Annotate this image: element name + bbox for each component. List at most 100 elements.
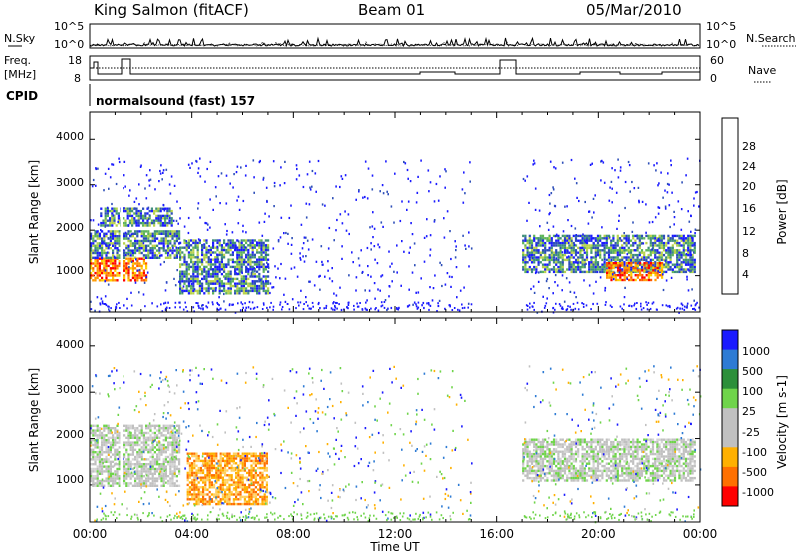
echo-cell (656, 249, 659, 252)
echo-point (279, 303, 281, 306)
echo-point (588, 210, 591, 213)
echo-cell (127, 230, 130, 233)
echo-cell (253, 287, 256, 290)
echo-cell (579, 256, 582, 259)
echo-cell (246, 454, 249, 458)
echo-cell (671, 234, 674, 238)
echo-cell (581, 270, 584, 274)
echo-cell (625, 234, 628, 238)
echo-point (367, 274, 369, 277)
echo-cell (555, 239, 558, 242)
echo-cell (116, 477, 119, 480)
echo-point (399, 219, 402, 223)
echo-point (115, 306, 118, 309)
echo-point (444, 307, 446, 310)
echo-cell (662, 241, 666, 245)
echo-point (668, 304, 671, 307)
echo-cell (627, 239, 630, 242)
echo-cell (225, 292, 228, 295)
echo-cell (572, 244, 575, 247)
echo-cell (96, 264, 99, 268)
echo-cell (169, 232, 172, 235)
echo-cell (248, 469, 251, 472)
echo-cell (118, 460, 121, 463)
echo-cell (98, 482, 101, 485)
echo-cell (236, 256, 239, 259)
echo-cell (240, 275, 243, 278)
echo-cell (583, 258, 586, 262)
echo-cell (574, 237, 578, 240)
echo-cell (232, 481, 235, 484)
echo-cell (206, 459, 209, 463)
echo-cell (225, 275, 228, 278)
echo-cell (118, 264, 121, 268)
echo-cell (201, 248, 204, 252)
echo-cell (131, 453, 134, 456)
echo-cell (678, 265, 681, 269)
echo-point (251, 301, 254, 304)
echo-cell (209, 272, 212, 276)
echo-cell (246, 457, 249, 460)
echo-cell (127, 276, 130, 280)
echo-cell (585, 244, 589, 247)
echo-point (288, 308, 291, 311)
echo-point (90, 300, 92, 303)
echo-cell (218, 239, 221, 242)
echo-cell (151, 482, 154, 485)
echo-cell (112, 264, 115, 268)
echo-point (215, 286, 217, 290)
echo-cell (212, 282, 215, 285)
echo-cell (229, 244, 232, 247)
echo-cell (160, 484, 163, 487)
echo-cell (636, 261, 639, 264)
echo-cell (629, 244, 633, 247)
echo-cell (164, 424, 167, 427)
echo-cell (114, 235, 117, 238)
echo-point (398, 306, 400, 309)
echo-point (225, 233, 228, 236)
echo-cell (101, 276, 104, 280)
echo-cell (234, 289, 237, 293)
echo-point (218, 304, 220, 307)
echo-cell (103, 436, 106, 439)
echo-cell (583, 251, 586, 254)
echo-cell (632, 237, 635, 240)
echo-cell (109, 460, 112, 463)
echo-cell (109, 259, 112, 263)
echo-cell (616, 258, 619, 262)
echo-cell (107, 424, 110, 427)
echo-cell (264, 280, 267, 283)
echo-cell (680, 270, 683, 274)
echo-cell (256, 270, 259, 273)
echo-cell (691, 239, 694, 242)
echo-point (618, 271, 621, 274)
echo-cell (98, 467, 101, 471)
echo-point (272, 305, 275, 308)
echo-cell (533, 268, 536, 271)
echo-cell (634, 234, 637, 238)
echo-cell (208, 478, 211, 482)
echo-cell (181, 275, 184, 278)
echo-cell (596, 265, 600, 269)
echo-point (545, 280, 548, 283)
echo-cell (245, 246, 248, 249)
echo-cell (649, 251, 652, 254)
echo-cell (179, 256, 182, 259)
echo-cell (169, 477, 172, 480)
echo-cell (652, 269, 655, 272)
echo-point (384, 299, 387, 302)
echo-cell (153, 446, 156, 449)
echo-point (462, 201, 465, 204)
echo-cell (673, 234, 677, 238)
echo-point (640, 242, 643, 245)
echo-cell (94, 434, 97, 437)
echo-cell (248, 483, 251, 487)
echo-cell (548, 239, 551, 242)
echo-point (366, 299, 368, 302)
echo-point (657, 206, 660, 209)
echo-cell (151, 251, 154, 255)
echo-cell (156, 424, 159, 427)
echo-cell (630, 274, 633, 277)
echo-cell (250, 459, 253, 463)
echo-cell (205, 270, 208, 273)
